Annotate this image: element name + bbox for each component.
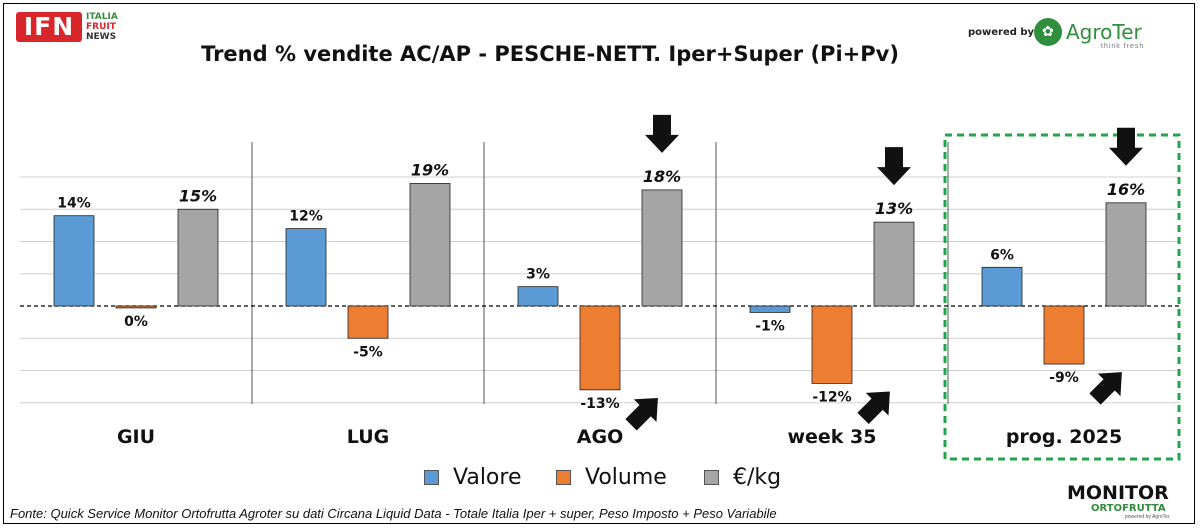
ifn-logo-tagline: ITALIA FRUIT NEWS [86, 12, 132, 42]
source-note: Fonte: Quick Service Monitor Ortofrutta … [10, 506, 777, 521]
data-label: 15% [179, 186, 217, 205]
category-label: AGO [577, 426, 623, 448]
data-label: -1% [755, 318, 785, 334]
bar-Volume [579, 305, 621, 391]
highlight-box [943, 133, 1181, 461]
down-arrow-icon [1109, 127, 1143, 166]
legend-swatch-valore [424, 469, 439, 485]
ifn-logo-line2: FRUIT [86, 22, 116, 32]
monitor-logo-line3: powered by AgroTer [1125, 514, 1170, 520]
bar-Valore [981, 266, 1023, 307]
legend-item-valore: Valore [424, 462, 522, 492]
bar-€/kg [1105, 202, 1147, 307]
ifn-logo-mark: IFN [16, 12, 82, 42]
category-label: GIU [117, 426, 155, 448]
chart-frame [3, 3, 1195, 524]
bar-Volume [1043, 305, 1085, 365]
ifn-logo: IFN ITALIA FRUIT NEWS [16, 12, 131, 44]
data-label: -9% [1049, 370, 1079, 386]
legend-item-price: €/kg [704, 462, 781, 492]
legend-swatch-price [704, 469, 719, 485]
bar-Valore [749, 305, 791, 313]
bar-Volume [347, 305, 389, 339]
agroter-logo-icon: ✿ [1034, 18, 1062, 46]
data-label: 14% [57, 196, 91, 212]
monitor-logo-line1: MONITOR [1067, 482, 1169, 504]
ifn-logo-line3: NEWS [86, 32, 117, 42]
bar-€/kg [873, 221, 915, 307]
bar-Valore [517, 286, 559, 307]
data-label: -12% [812, 389, 851, 405]
legend-label-price: €/kg [733, 464, 782, 490]
up-left-arrow-icon [625, 397, 658, 431]
chart-title: Trend % vendite AC/AP - PESCHE-NETT. Ipe… [201, 42, 899, 66]
bar-€/kg [641, 189, 683, 307]
bar-Volume [115, 305, 157, 309]
data-label: 3% [526, 267, 550, 283]
down-arrow-icon [877, 147, 911, 186]
data-label: -13% [580, 396, 619, 412]
up-left-arrow-icon [857, 391, 890, 425]
bar-Valore [53, 215, 95, 307]
data-label: 6% [990, 247, 1014, 263]
bar-€/kg [409, 183, 451, 307]
category-label: prog. 2025 [1006, 426, 1122, 448]
data-label: 18% [643, 167, 681, 186]
agroter-logo-tagline: think fresh [1101, 43, 1145, 50]
category-label: week 35 [787, 426, 876, 448]
monitor-logo-line2: ORTOFRUTTA [1091, 503, 1166, 514]
agroter-logo-name: AgroTer [1066, 20, 1142, 44]
category-label: LUG [347, 426, 389, 448]
up-left-arrow-icon [1089, 372, 1122, 405]
ifn-logo-line1: ITALIA [86, 12, 118, 22]
bar-Volume [811, 305, 853, 384]
data-label: 16% [1107, 180, 1145, 199]
monitor-ortofrutta-logo: MONITOR ORTOFRUTTA powered by AgroTer [1067, 482, 1191, 520]
data-label: 13% [875, 199, 913, 218]
legend-item-volume: Volume [556, 462, 667, 492]
data-label: 0% [124, 314, 148, 330]
legend-label-volume: Volume [585, 464, 667, 490]
legend-swatch-volume [556, 469, 571, 485]
down-arrow-icon [645, 114, 679, 153]
bar-Valore [285, 228, 327, 307]
data-label: 19% [411, 160, 449, 179]
legend-label-valore: Valore [453, 464, 522, 490]
bar-€/kg [177, 208, 219, 307]
data-label: -5% [353, 344, 383, 360]
powered-by-label: powered by [968, 27, 1035, 38]
data-label: 12% [289, 209, 323, 225]
